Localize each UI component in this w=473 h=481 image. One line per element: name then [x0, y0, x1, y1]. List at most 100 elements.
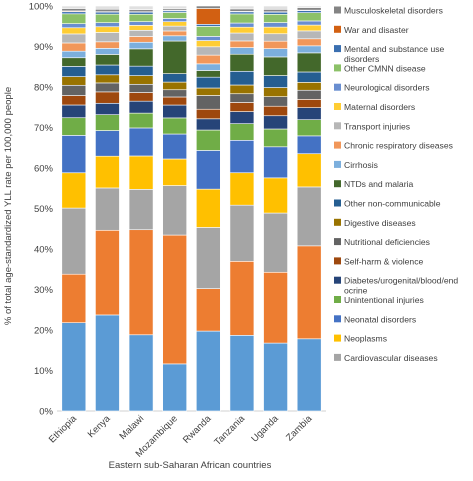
- bar-segment: [229, 335, 255, 412]
- legend-item: NTDs and malaria: [334, 179, 413, 189]
- bar-segment: [263, 22, 288, 28]
- bar-segment: [95, 32, 120, 43]
- bar-segment: [61, 23, 87, 29]
- bar-segment: [296, 82, 322, 91]
- bar-segment: [128, 334, 154, 412]
- x-axis-title: Eastern sub-Saharan African countries: [109, 460, 272, 471]
- bar-segment: [229, 53, 255, 72]
- bar-segment: [128, 9, 154, 13]
- bar-segment: [296, 135, 322, 155]
- bar-segment: [263, 75, 288, 88]
- legend-item: Transport injuries: [334, 121, 410, 131]
- legend-item: Other CMNN disease: [334, 63, 426, 73]
- bar-segment: [162, 234, 187, 365]
- bar-segment: [196, 40, 221, 48]
- bar-segment: [128, 30, 154, 37]
- legend-label: Unintentional injuries: [344, 295, 424, 305]
- bar-segment: [196, 95, 221, 110]
- bar-segment: [95, 64, 120, 76]
- bar-segment: [61, 5, 87, 9]
- bar-segment: [61, 50, 87, 59]
- bar-segment: [95, 130, 120, 157]
- legend-swatch: [334, 160, 341, 168]
- bar-segment: [196, 188, 221, 228]
- bar-segment: [95, 8, 120, 12]
- bar-segment: [196, 26, 221, 37]
- legend-swatch: [334, 180, 341, 188]
- bar-segment: [162, 25, 187, 32]
- bar-segment: [229, 22, 255, 28]
- bar-segment: [128, 36, 154, 43]
- bar-segment: [196, 108, 221, 120]
- bar-segment: [61, 172, 87, 209]
- legend-label: Nutritional deficiencies: [344, 237, 430, 247]
- y-tick-label: 10%: [34, 366, 54, 377]
- bar-segment: [196, 54, 221, 65]
- legend-label: Cardiovascular diseases: [344, 353, 438, 363]
- bar-segment: [263, 48, 288, 58]
- bar-segment: [95, 314, 120, 412]
- bar-segment: [95, 102, 120, 115]
- bar-segment: [196, 24, 221, 27]
- bar-segment: [196, 129, 221, 151]
- bar-segment: [229, 11, 255, 15]
- bar-segment: [263, 9, 288, 13]
- legend-label: Chronic respiratory diseases: [344, 141, 453, 151]
- legend-swatch: [334, 64, 341, 72]
- bar-segment: [263, 177, 288, 214]
- bar-segment: [196, 288, 221, 332]
- legend-item: Nutritional deficiencies: [334, 237, 430, 247]
- legend-swatch: [334, 334, 341, 342]
- bar-segment: [128, 5, 154, 11]
- bar-segment: [95, 187, 120, 231]
- legend-swatch: [334, 315, 341, 323]
- bar-segment: [162, 363, 187, 412]
- legend-swatch: [334, 353, 341, 361]
- bar-segment: [128, 48, 154, 67]
- bar-segment: [128, 112, 154, 129]
- legend-swatch: [334, 238, 341, 246]
- bar-segment: [162, 133, 187, 160]
- legend-item: Musculoskeletal disorders: [334, 6, 443, 16]
- bar-segment: [162, 158, 187, 186]
- bar-segment: [61, 8, 87, 12]
- bar-segment: [229, 123, 255, 141]
- legend-label: Diabetes/urogenital/blood/end: [344, 276, 458, 286]
- bar-segment: [61, 76, 87, 86]
- bar-segment: [128, 155, 154, 190]
- bar-segment: [229, 261, 255, 336]
- legend-swatch: [334, 141, 341, 149]
- y-tick-label: 100%: [29, 2, 54, 13]
- legend-swatch: [334, 6, 341, 14]
- bar-segment: [263, 33, 288, 42]
- bar-segment: [61, 135, 87, 174]
- bar-segment: [229, 84, 255, 95]
- legend-label-continued: disorders: [344, 54, 379, 64]
- bar-segment: [229, 13, 255, 24]
- bar-segment: [95, 48, 120, 55]
- bar-segment: [196, 36, 221, 41]
- bar-segment: [229, 111, 255, 124]
- bar-segment: [263, 212, 288, 273]
- y-tick-label: 40%: [34, 245, 54, 256]
- legend-label: War and disaster: [344, 25, 409, 35]
- bar-segment: [196, 330, 221, 412]
- legend-swatch: [334, 296, 341, 303]
- legend-label: Digestive diseases: [344, 218, 416, 228]
- legend-item: Maternal disorders: [334, 102, 415, 112]
- bar-segment: [196, 46, 221, 56]
- y-tick-label: 70%: [34, 123, 54, 134]
- bar-segment: [95, 26, 120, 33]
- bar-segment: [95, 74, 120, 84]
- y-tick-label: 30%: [34, 285, 54, 296]
- bar-segment: [263, 115, 288, 130]
- bar-segment: [61, 33, 87, 44]
- x-tick-label: Kenya: [86, 413, 113, 440]
- bar-segment: [162, 73, 187, 83]
- bar-segment: [229, 47, 255, 55]
- bar-segment: [296, 5, 322, 8]
- bar-segment: [128, 75, 154, 85]
- legend-item: Cirrhosis: [334, 160, 378, 170]
- bar-segment: [296, 10, 322, 13]
